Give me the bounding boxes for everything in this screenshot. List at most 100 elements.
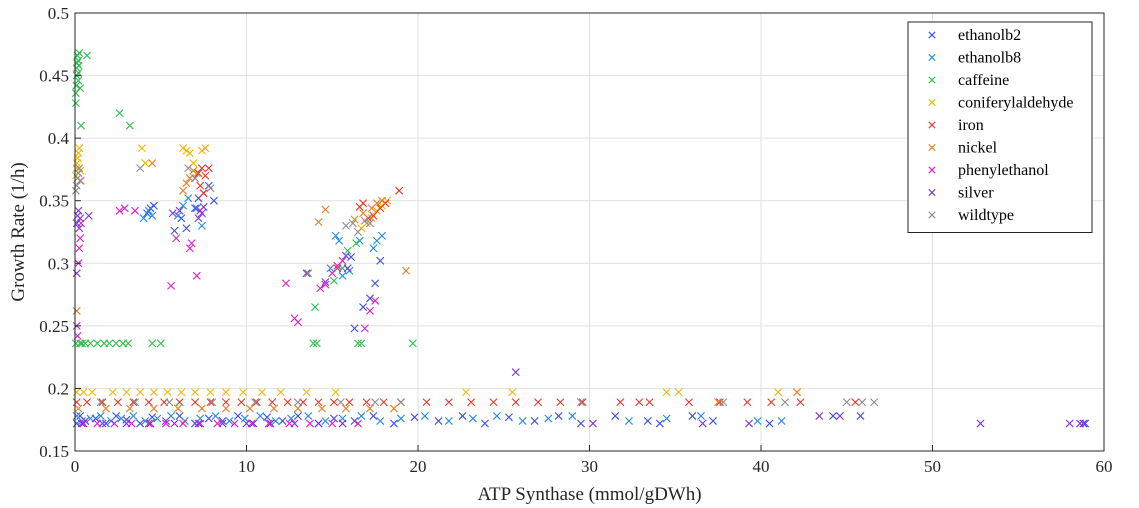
data-point: [191, 388, 200, 397]
data-point: [75, 224, 84, 233]
y-tick-label: 0.25: [39, 317, 69, 336]
data-point: [209, 196, 218, 205]
data-point: [365, 219, 374, 228]
data-point: [350, 416, 359, 425]
data-point: [173, 404, 182, 413]
data-point: [77, 419, 86, 428]
y-tick-label: 0.15: [39, 442, 69, 461]
legend-marker: [928, 76, 936, 84]
data-point: [113, 398, 122, 407]
data-point: [125, 404, 134, 413]
data-point: [353, 339, 362, 348]
data-point: [72, 388, 81, 397]
data-point: [201, 144, 210, 153]
data-point: [167, 411, 176, 420]
data-point: [179, 144, 188, 153]
data-point: [191, 174, 200, 183]
data-point: [129, 398, 138, 407]
data-point: [341, 404, 350, 413]
data-point: [359, 199, 368, 208]
data-point: [369, 211, 378, 220]
data-point: [129, 411, 138, 420]
y-tick-label: 0.4: [48, 129, 70, 148]
data-point: [321, 416, 330, 425]
data-point: [182, 146, 191, 155]
data-point: [396, 398, 405, 407]
series-iron: [72, 164, 860, 407]
data-point: [101, 419, 110, 428]
data-point: [793, 388, 802, 397]
data-point: [146, 419, 155, 428]
data-point: [362, 398, 371, 407]
data-point: [122, 415, 131, 424]
legend-label: caffeine: [958, 72, 1009, 89]
data-point: [511, 368, 520, 377]
data-point: [568, 411, 577, 420]
data-point: [266, 419, 275, 428]
data-point: [182, 179, 191, 188]
data-point: [79, 419, 88, 428]
data-point: [148, 159, 157, 168]
x-tick-label: 30: [581, 457, 598, 476]
data-point: [184, 164, 193, 173]
legend-marker: [928, 121, 936, 129]
data-point: [293, 411, 302, 420]
data-point: [98, 398, 107, 407]
data-point: [359, 303, 368, 312]
data-point: [144, 398, 153, 407]
series-silver: [72, 202, 1088, 428]
data-point: [71, 99, 80, 108]
data-point: [530, 416, 539, 425]
data-point: [321, 205, 330, 214]
data-point: [458, 411, 467, 420]
data-point: [72, 219, 81, 228]
data-point: [492, 411, 501, 420]
data-point: [369, 244, 378, 253]
data-point: [489, 398, 498, 407]
data-point: [1065, 419, 1074, 428]
data-point: [462, 388, 471, 397]
data-point: [781, 398, 789, 407]
data-point: [182, 224, 191, 233]
data-point: [767, 398, 776, 407]
data-point: [148, 339, 157, 348]
data-point: [233, 411, 242, 420]
data-point: [269, 404, 278, 413]
data-point: [263, 413, 272, 422]
data-point: [662, 414, 671, 423]
data-point: [314, 218, 323, 226]
data-point: [312, 339, 321, 348]
axis-ticks: 0 10 20 30 40 50 60 0.15 0.2 0.25 0.3 0.35 0.4 0.45 0.…: [39, 4, 1112, 476]
data-point: [167, 281, 176, 290]
data-point: [753, 416, 762, 425]
data-point: [856, 411, 865, 420]
data-point: [148, 211, 157, 220]
data-point: [179, 419, 188, 428]
data-point: [101, 404, 110, 413]
data-point: [293, 318, 302, 327]
data-point: [175, 206, 184, 215]
data-point: [321, 280, 330, 289]
y-tick-label: 0.35: [39, 192, 69, 211]
data-point: [395, 186, 404, 195]
data-point: [170, 226, 179, 235]
data-point: [331, 231, 340, 240]
data-point: [249, 419, 258, 428]
data-point: [314, 419, 323, 428]
data-point: [74, 61, 83, 70]
data-point: [199, 202, 208, 211]
data-point: [96, 398, 105, 407]
legend-marker: [928, 31, 936, 39]
data-point: [194, 169, 203, 178]
data-point: [336, 398, 345, 407]
data-point: [293, 398, 302, 407]
data-point: [408, 339, 417, 348]
data-point: [353, 419, 362, 428]
legend-marker: [928, 98, 936, 107]
data-point: [83, 51, 91, 60]
y-tick-label: 0.2: [48, 379, 69, 398]
data-point: [328, 269, 337, 278]
data-point: [76, 176, 85, 185]
data-point: [144, 206, 153, 215]
data-point: [187, 239, 196, 248]
